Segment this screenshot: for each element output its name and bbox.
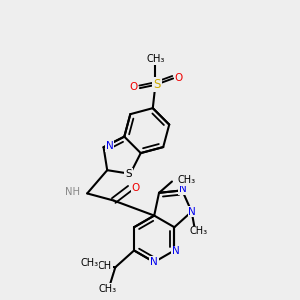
Text: O: O [175,73,183,83]
Text: CH₃: CH₃ [146,54,165,64]
Text: N: N [172,246,180,256]
Text: O: O [131,183,140,193]
Text: N: N [150,257,158,267]
Text: N: N [179,184,187,194]
Text: NH: NH [65,187,80,197]
Text: N: N [188,207,196,217]
Text: CH₃: CH₃ [80,258,98,268]
Text: N: N [106,141,113,151]
Text: S: S [153,78,161,92]
Text: CH₃: CH₃ [178,175,196,185]
Text: CH₃: CH₃ [99,284,117,294]
Text: S: S [125,169,132,179]
Text: O: O [129,82,137,92]
Text: CH: CH [98,261,112,271]
Text: CH₃: CH₃ [189,226,207,236]
